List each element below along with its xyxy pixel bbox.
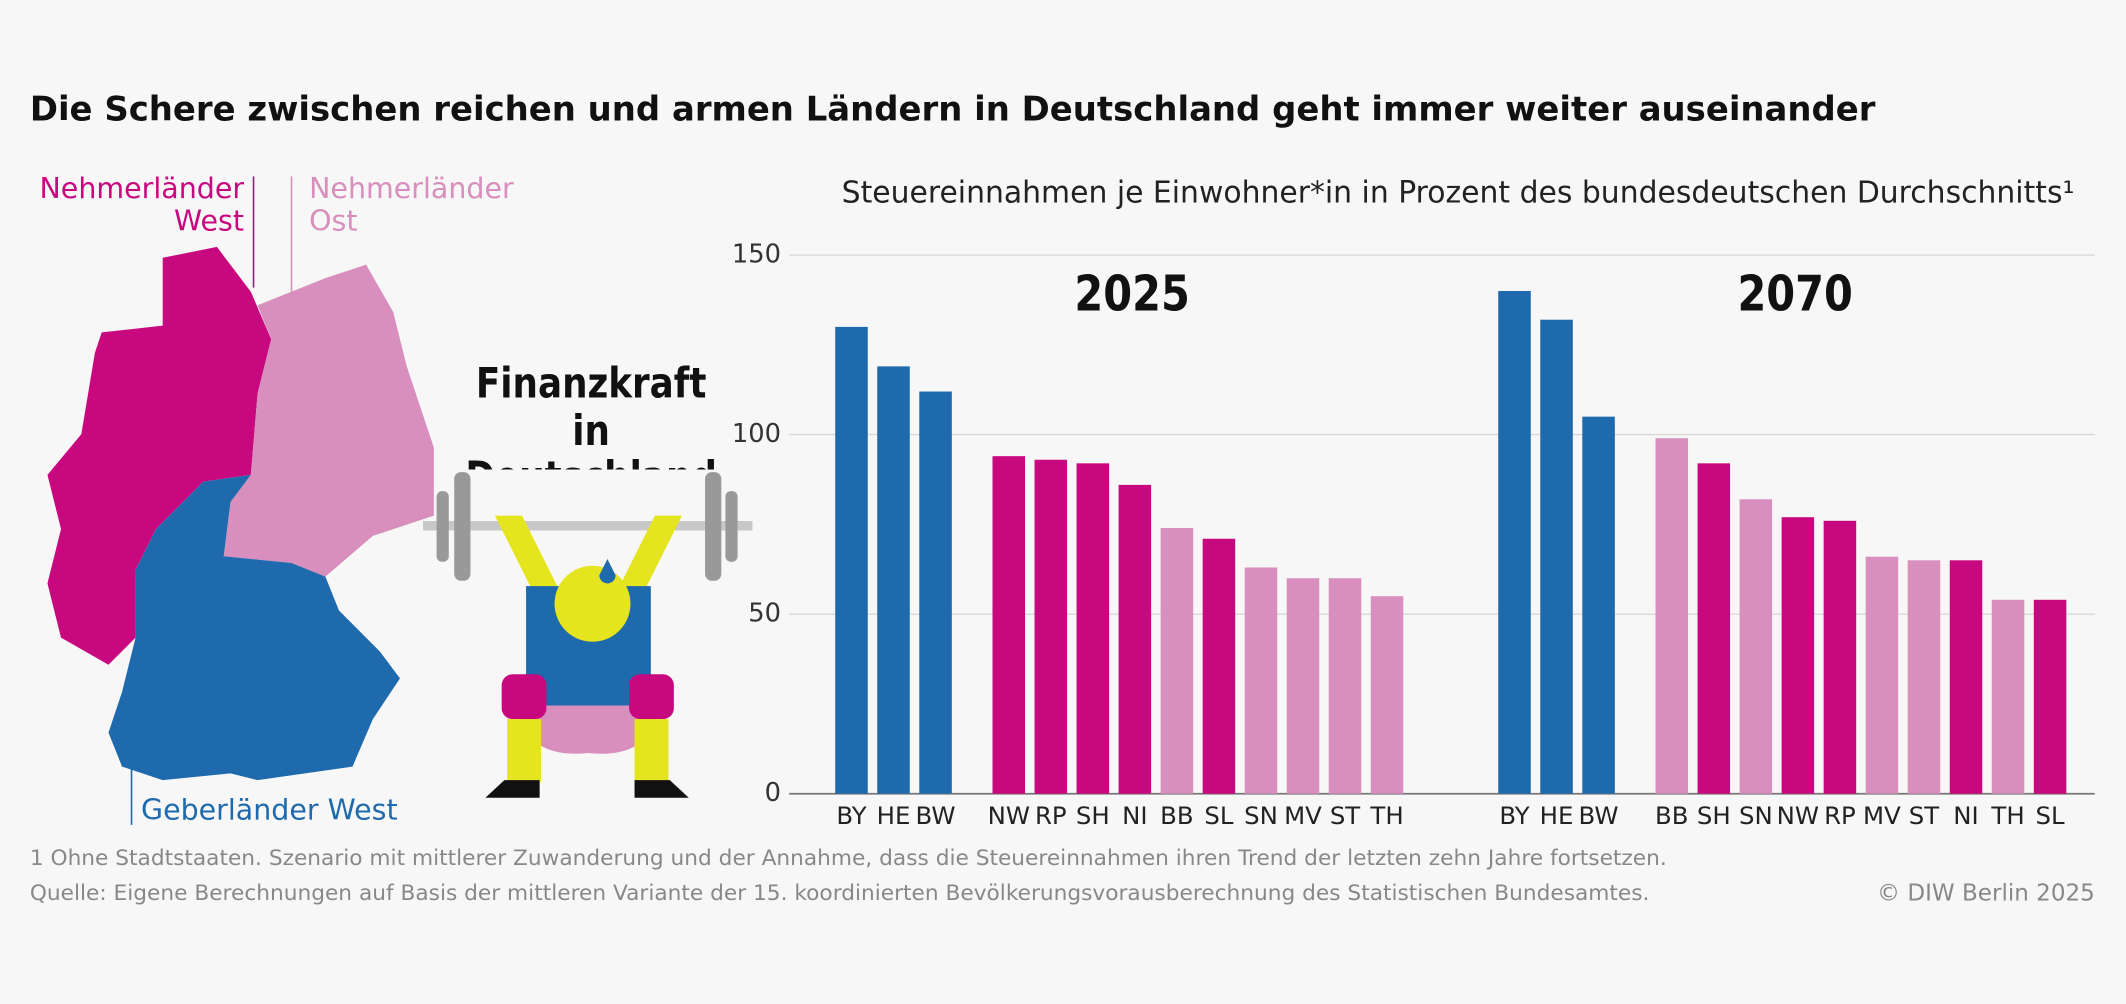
- x-tick-label: TH: [1990, 801, 2024, 830]
- bar: [919, 391, 952, 794]
- bar: [1907, 560, 1941, 794]
- illustration-label: Finanzkraft in Deutschland: [465, 360, 717, 470]
- bar: [1202, 538, 1236, 794]
- bar: [1370, 596, 1404, 794]
- x-tick-label: RP: [1035, 801, 1067, 830]
- bar: [1781, 517, 1815, 794]
- x-tick-label: BB: [1655, 801, 1688, 830]
- y-tick-label: 50: [748, 599, 781, 629]
- x-tick-label: BW: [1579, 801, 1619, 830]
- x-tick-label: NW: [988, 801, 1030, 830]
- subtitle: Steuereinnahmen je Einwohner*in in Proze…: [842, 176, 2075, 211]
- x-tick-label: MV: [1284, 801, 1322, 830]
- bar: [1286, 578, 1320, 794]
- x-tick-label: SN: [1244, 801, 1278, 830]
- title: Die Schere zwischen reichen und armen Lä…: [30, 90, 1876, 129]
- legend-label: Nehmerländer West: [39, 173, 245, 237]
- legend-box: Geberländer West: [141, 795, 398, 827]
- x-tick-label: NI: [1953, 801, 1978, 830]
- panel-title: 2070: [1737, 265, 1852, 322]
- bar: [1739, 499, 1773, 794]
- legend-label: Geberländer West: [141, 795, 398, 827]
- bar: [2033, 599, 2067, 794]
- bar: [1160, 527, 1194, 794]
- x-tick-label: SN: [1739, 801, 1773, 830]
- bar: [1865, 556, 1899, 794]
- legend-box: Nehmerländer West: [39, 173, 245, 237]
- x-tick-label: NI: [1122, 801, 1147, 830]
- panel-title: 2025: [1074, 265, 1189, 322]
- legend-label: Nehmerländer Ost: [309, 173, 514, 237]
- bar: [1582, 416, 1615, 794]
- x-tick-label: SH: [1076, 801, 1110, 830]
- x-tick-label: BB: [1160, 801, 1193, 830]
- bar: [992, 456, 1026, 794]
- bar: [835, 326, 868, 794]
- bar: [1328, 578, 1362, 794]
- x-tick-label: SL: [2036, 801, 2065, 830]
- legend-box: Nehmerländer Ost: [309, 173, 514, 237]
- copyright: © DIW Berlin 2025: [1877, 881, 2095, 907]
- x-tick-label: BY: [1499, 801, 1529, 830]
- bar: [1498, 290, 1531, 794]
- bar: [1244, 567, 1278, 794]
- bar: [1823, 520, 1857, 794]
- x-tick-label: BY: [836, 801, 866, 830]
- x-tick-label: SL: [1204, 801, 1233, 830]
- bar: [1118, 484, 1152, 794]
- illustration-label-box: Finanzkraft in Deutschland: [465, 360, 717, 470]
- bar: [1697, 463, 1731, 794]
- x-tick-label: RP: [1824, 801, 1856, 830]
- bar: [877, 366, 910, 794]
- bar: [1540, 319, 1573, 794]
- weightlifter: [423, 472, 753, 798]
- x-tick-label: TH: [1369, 801, 1403, 830]
- x-tick-label: MV: [1863, 801, 1901, 830]
- y-tick-label: 100: [732, 419, 781, 449]
- y-tick-label: 0: [765, 778, 781, 808]
- x-tick-label: HE: [877, 801, 911, 830]
- bar: [1034, 459, 1068, 794]
- bar: [1949, 560, 1983, 794]
- x-tick-label: HE: [1540, 801, 1574, 830]
- source: Quelle: Eigene Berechnungen auf Basis de…: [30, 881, 1650, 906]
- x-tick-label: ST: [1330, 801, 1360, 830]
- x-tick-label: BW: [916, 801, 956, 830]
- x-tick-label: SH: [1697, 801, 1731, 830]
- x-tick-label: NW: [1777, 801, 1819, 830]
- y-tick-label: 150: [732, 240, 781, 270]
- map: [47, 176, 434, 825]
- bar: [1655, 438, 1689, 794]
- x-tick-label: ST: [1909, 801, 1939, 830]
- bar: [1991, 599, 2025, 794]
- bar: [1076, 463, 1110, 794]
- footnote: 1 Ohne Stadtstaaten. Szenario mit mittle…: [30, 846, 1667, 871]
